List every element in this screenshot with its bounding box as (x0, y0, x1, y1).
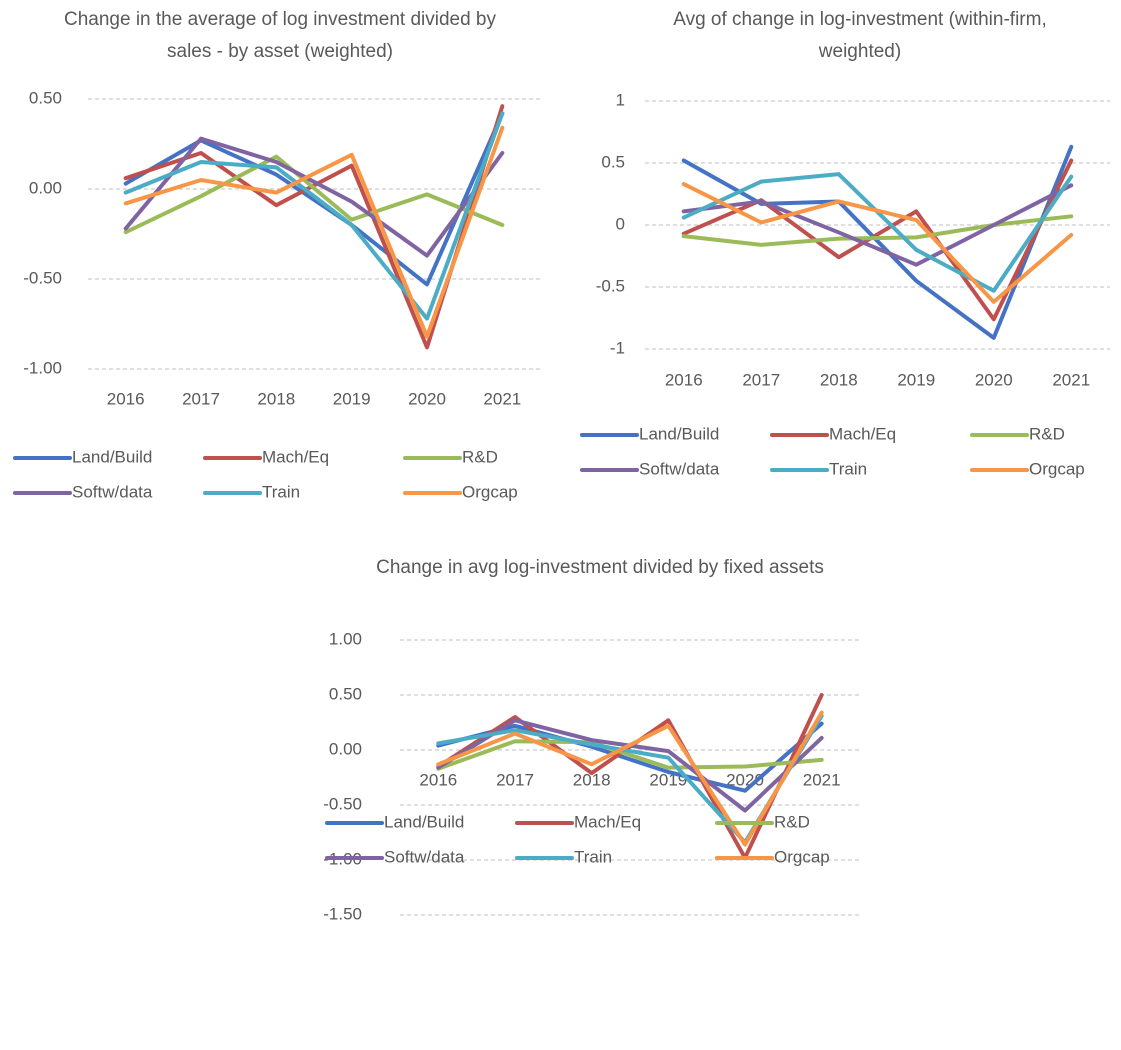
series-line (123, 111, 505, 321)
legend-label: Softw/data (639, 459, 720, 478)
legend-label: Land/Build (72, 447, 152, 466)
x-tick-label: 2017 (742, 370, 780, 389)
x-tick-label: 2020 (975, 370, 1013, 389)
chart-title: Change in the average of log investment … (64, 9, 496, 62)
series-line (681, 214, 1074, 247)
series-line (123, 154, 505, 235)
legend-label: Softw/data (72, 482, 153, 501)
x-tick-label: 2019 (333, 389, 371, 408)
y-tick-label: -0.50 (323, 794, 362, 813)
x-tick-label: 2017 (496, 770, 534, 789)
y-tick-label: -1.50 (323, 904, 362, 923)
y-tick-label: 1.00 (329, 629, 362, 648)
y-tick-label: -1.00 (23, 358, 62, 377)
legend-label: Train (574, 847, 612, 866)
y-tick-label: 0.50 (329, 684, 362, 703)
legend-label: Softw/data (384, 847, 465, 866)
legend-label: Land/Build (384, 812, 464, 831)
series-line (681, 144, 1074, 340)
x-tick-label: 2016 (107, 389, 145, 408)
y-tick-label: 0.00 (329, 739, 362, 758)
chart-title: Change in avg log-investment divided by … (376, 557, 824, 578)
x-tick-label: 2018 (257, 389, 295, 408)
legend-label: Mach/Eq (262, 447, 329, 466)
series-line (681, 183, 1074, 267)
legend-label: Orgcap (462, 482, 518, 501)
legend-label: Land/Build (639, 424, 719, 443)
x-tick-label: 2020 (408, 389, 446, 408)
y-tick-label: -1 (610, 338, 625, 357)
legend-label: R&D (1029, 424, 1065, 443)
legend-label: Mach/Eq (574, 812, 641, 831)
legend-label: Train (829, 459, 867, 478)
x-tick-label: 2021 (1052, 370, 1090, 389)
legend-label: R&D (774, 812, 810, 831)
x-tick-label: 2021 (803, 770, 841, 789)
legend-label: R&D (462, 447, 498, 466)
x-tick-label: 2017 (182, 389, 220, 408)
legend-label: Train (262, 482, 300, 501)
y-tick-label: 0 (616, 214, 625, 233)
y-tick-label: 0.00 (29, 178, 62, 197)
x-tick-label: 2016 (665, 370, 703, 389)
x-tick-label: 2018 (820, 370, 858, 389)
y-tick-label: 0.50 (29, 88, 62, 107)
y-tick-label: -0.5 (596, 276, 625, 295)
x-tick-label: 2018 (573, 770, 611, 789)
y-tick-label: -0.50 (23, 268, 62, 287)
series-line (123, 125, 505, 339)
legend-label: Orgcap (774, 847, 830, 866)
x-tick-label: 2021 (483, 389, 521, 408)
legend-label: Orgcap (1029, 459, 1085, 478)
chart-title: Avg of change in log-investment (within-… (673, 9, 1047, 62)
x-tick-label: 2019 (897, 370, 935, 389)
series-line (436, 739, 824, 771)
y-tick-label: 0.5 (601, 152, 625, 171)
x-tick-label: 2016 (419, 770, 457, 789)
legend-label: Mach/Eq (829, 424, 896, 443)
y-tick-label: 1 (616, 90, 625, 109)
series-line (123, 111, 505, 287)
series-line (123, 136, 505, 258)
series-line (681, 182, 1074, 304)
